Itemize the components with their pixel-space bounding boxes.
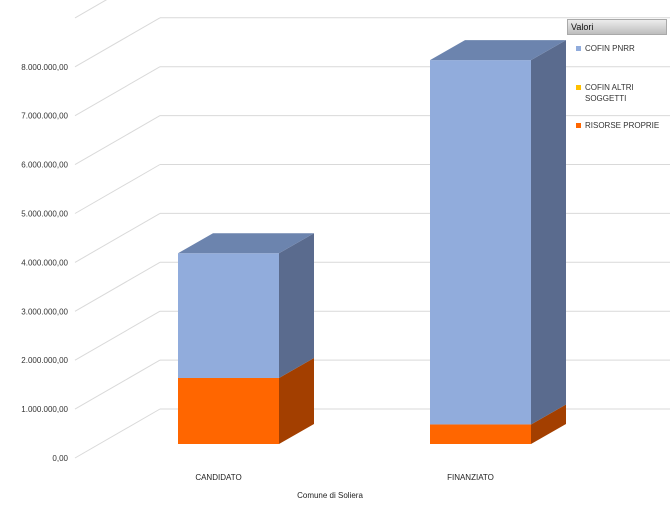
legend-swatch-cofin-pnrr <box>576 46 581 51</box>
bar-side-segment <box>531 40 566 425</box>
legend-swatch-cofin-altri <box>576 85 581 90</box>
bar-top-face <box>430 40 566 61</box>
legend-label: COFIN ALTRI SOGGETTI <box>585 83 634 103</box>
gridline-depth <box>74 164 161 214</box>
gridline-depth <box>74 115 161 166</box>
bar-front-segment <box>178 377 279 444</box>
bar-side-segment <box>531 404 566 444</box>
bar-side-segment <box>279 233 314 378</box>
y-tick-label: 8.000.000,00 <box>21 63 68 72</box>
legend-title: Valori <box>567 19 667 35</box>
gridline-depth <box>74 359 161 410</box>
y-tick-label: 6.000.000,00 <box>21 161 68 170</box>
bars <box>178 40 566 444</box>
bar-front-segment <box>430 424 531 444</box>
legend: Valori COFIN PNRR COFIN ALTRI SOGGETTI R… <box>567 19 667 169</box>
gridline-depth <box>74 310 161 361</box>
gridline-depth <box>74 212 161 263</box>
legend-item-risorse-proprie: RISORSE PROPRIE <box>576 120 660 131</box>
y-tick-label: 4.000.000,00 <box>21 258 68 267</box>
y-tick-label: 0,00 <box>52 454 68 463</box>
y-tick-label: 7.000.000,00 <box>21 112 68 121</box>
bar-side-segment <box>279 357 314 444</box>
y-tick-label: 2.000.000,00 <box>21 356 68 365</box>
legend-item-cofin-pnrr: COFIN PNRR <box>576 43 660 54</box>
bar-front-segment <box>430 60 531 425</box>
x-axis-categories: CANDIDATO FINANZIATO <box>195 473 494 482</box>
x-axis-title: Comune di Soliera <box>297 491 363 500</box>
y-tick-label: 5.000.000,00 <box>21 210 68 219</box>
gridline-depth <box>74 261 161 312</box>
legend-label: COFIN PNRR <box>585 44 635 53</box>
bar-top-face <box>178 233 314 254</box>
x-category-label: FINANZIATO <box>447 473 494 482</box>
gridline-depth <box>74 408 161 459</box>
legend-item-cofin-altri-soggetti: COFIN ALTRI SOGGETTI <box>576 82 660 104</box>
x-category-label: CANDIDATO <box>195 473 241 482</box>
legend-label: RISORSE PROPRIE <box>585 121 660 130</box>
gridline-depth <box>74 0 108 19</box>
gridline-depth <box>74 66 161 117</box>
y-axis-ticks: 0,00 1.000.000,00 2.000.000,00 3.000.000,00… <box>21 63 68 463</box>
y-tick-label: 1.000.000,00 <box>21 405 68 414</box>
bar-front-segment <box>178 253 279 378</box>
gridline-depth <box>74 17 161 68</box>
y-tick-label: 3.000.000,00 <box>21 307 68 316</box>
legend-swatch-risorse-proprie <box>576 123 581 128</box>
